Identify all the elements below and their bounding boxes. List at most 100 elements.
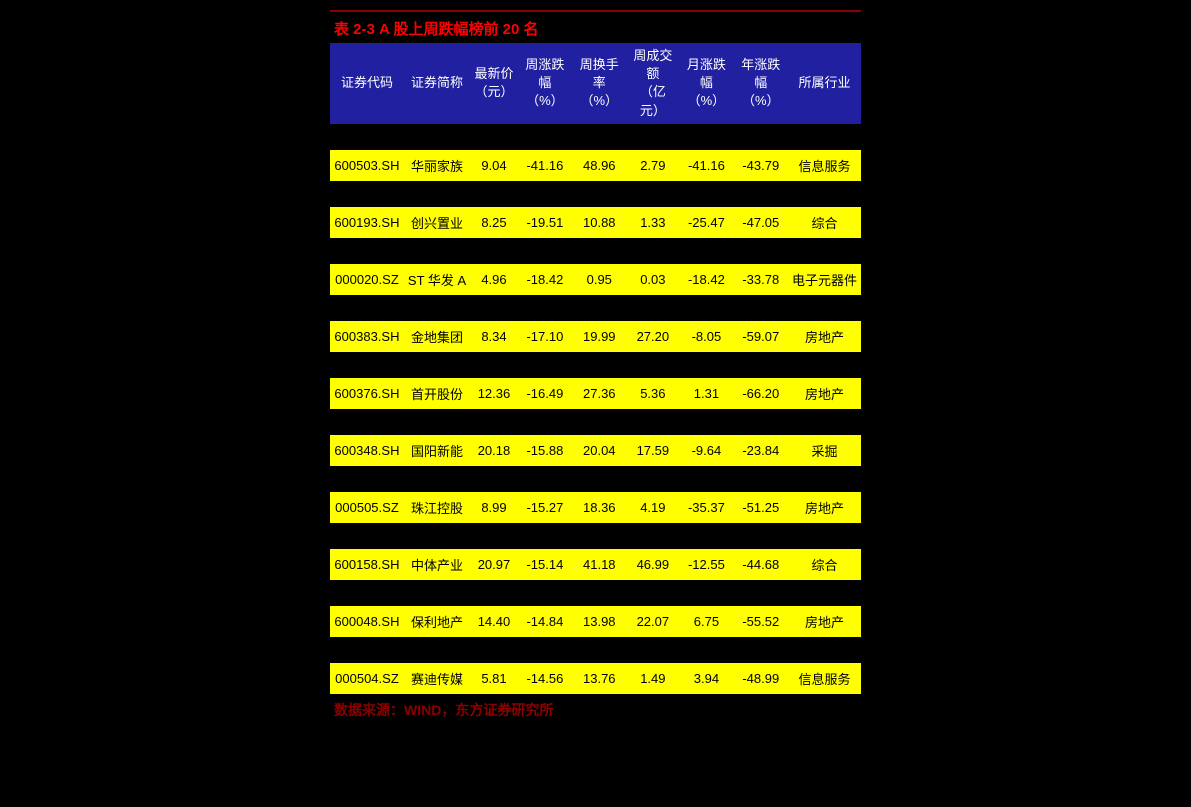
table-cell: 10.88 [572, 207, 626, 238]
table-cell: -15.88 [518, 435, 572, 466]
table-row: 000505.SZ珠江控股8.99-15.2718.364.19-35.37-5… [330, 492, 861, 523]
table-cell: 创兴置业 [404, 207, 470, 238]
table-cell: 600503.SH [330, 150, 404, 181]
table-cell: 000504.SZ [330, 663, 404, 694]
table-cell: 22.07 [626, 606, 679, 637]
table-cell: ST 华发 A [404, 264, 470, 295]
table-cell: 0.95 [572, 264, 626, 295]
table-container: 表 2-3 A 股上周跌幅榜前 20 名 证券代码证券简称最新价（元）周涨跌幅（… [0, 0, 1191, 730]
table-cell: 000505.SZ [330, 492, 404, 523]
spacer-row [330, 295, 861, 321]
decline-table: 证券代码证券简称最新价（元）周涨跌幅（%）周换手率（%）周成交额（亿元）月涨跌幅… [330, 43, 861, 694]
table-cell: 0.03 [626, 264, 679, 295]
table-cell: -17.10 [518, 321, 572, 352]
table-cell: -41.16 [679, 150, 733, 181]
spacer-row [330, 637, 861, 663]
table-cell: 赛迪传媒 [404, 663, 470, 694]
table-cell: 房地产 [788, 378, 861, 409]
table-cell: 14.40 [470, 606, 518, 637]
table-cell: 华丽家族 [404, 150, 470, 181]
table-cell: 9.04 [470, 150, 518, 181]
table-cell: 保利地产 [404, 606, 470, 637]
table-cell: -41.16 [518, 150, 572, 181]
table-cell: 1.31 [679, 378, 733, 409]
table-cell: 13.76 [572, 663, 626, 694]
table-cell: -35.37 [679, 492, 733, 523]
spacer-row [330, 238, 861, 264]
table-cell: 5.81 [470, 663, 518, 694]
col-header: 周涨跌幅（%） [518, 43, 572, 124]
table-body: 600503.SH华丽家族9.04-41.1648.962.79-41.16-4… [330, 124, 861, 694]
table-cell: -43.79 [734, 150, 788, 181]
table-cell: -14.56 [518, 663, 572, 694]
col-header: 年涨跌幅（%） [734, 43, 788, 124]
col-header: 周成交额（亿元） [626, 43, 679, 124]
table-row: 600048.SH保利地产14.40-14.8413.9822.076.75-5… [330, 606, 861, 637]
table-cell: 1.33 [626, 207, 679, 238]
table-cell: 房地产 [788, 492, 861, 523]
table-cell: 房地产 [788, 321, 861, 352]
spacer-row [330, 409, 861, 435]
table-cell: 房地产 [788, 606, 861, 637]
table-cell: 13.98 [572, 606, 626, 637]
spacer-row [330, 580, 861, 606]
table-cell: 3.94 [679, 663, 733, 694]
table-row: 600503.SH华丽家族9.04-41.1648.962.79-41.16-4… [330, 150, 861, 181]
table-cell: 1.49 [626, 663, 679, 694]
table-cell: 金地集团 [404, 321, 470, 352]
table-cell: 41.18 [572, 549, 626, 580]
table-cell: -44.68 [734, 549, 788, 580]
table-cell: 珠江控股 [404, 492, 470, 523]
col-header: 月涨跌幅（%） [679, 43, 733, 124]
table-cell: 首开股份 [404, 378, 470, 409]
table-cell: 600158.SH [330, 549, 404, 580]
table-cell: 600383.SH [330, 321, 404, 352]
col-header: 最新价（元） [470, 43, 518, 124]
table-row: 600158.SH中体产业20.97-15.1441.1846.99-12.55… [330, 549, 861, 580]
table-cell: -66.20 [734, 378, 788, 409]
table-cell: 6.75 [679, 606, 733, 637]
table-cell: -19.51 [518, 207, 572, 238]
table-cell: -59.07 [734, 321, 788, 352]
table-cell: 综合 [788, 549, 861, 580]
table-cell: -18.42 [679, 264, 733, 295]
table-row: 600383.SH金地集团8.34-17.1019.9927.20-8.05-5… [330, 321, 861, 352]
table-cell: 27.20 [626, 321, 679, 352]
table-row: 000020.SZST 华发 A4.96-18.420.950.03-18.42… [330, 264, 861, 295]
table-cell: -14.84 [518, 606, 572, 637]
table-cell: 20.97 [470, 549, 518, 580]
table-cell: 电子元器件 [788, 264, 861, 295]
table-cell: 8.34 [470, 321, 518, 352]
table-cell: 600193.SH [330, 207, 404, 238]
table-cell: -8.05 [679, 321, 733, 352]
table-cell: -55.52 [734, 606, 788, 637]
table-row: 600193.SH创兴置业8.25-19.5110.881.33-25.47-4… [330, 207, 861, 238]
spacer-row [330, 523, 861, 549]
table-cell: 600048.SH [330, 606, 404, 637]
table-cell: 信息服务 [788, 150, 861, 181]
table-cell: 000020.SZ [330, 264, 404, 295]
table-row: 000504.SZ赛迪传媒5.81-14.5613.761.493.94-48.… [330, 663, 861, 694]
table-cell: -15.14 [518, 549, 572, 580]
table-cell: 12.36 [470, 378, 518, 409]
table-cell: 600376.SH [330, 378, 404, 409]
spacer-row [330, 181, 861, 207]
table-cell: 国阳新能 [404, 435, 470, 466]
spacer-row [330, 124, 861, 150]
table-cell: 27.36 [572, 378, 626, 409]
col-header: 证券代码 [330, 43, 404, 124]
table-cell: 17.59 [626, 435, 679, 466]
table-cell: 综合 [788, 207, 861, 238]
spacer-row [330, 466, 861, 492]
table-cell: -12.55 [679, 549, 733, 580]
table-head: 证券代码证券简称最新价（元）周涨跌幅（%）周换手率（%）周成交额（亿元）月涨跌幅… [330, 43, 861, 124]
table-cell: -48.99 [734, 663, 788, 694]
table-cell: 4.19 [626, 492, 679, 523]
table-cell: 48.96 [572, 150, 626, 181]
table-cell: 20.04 [572, 435, 626, 466]
table-cell: -25.47 [679, 207, 733, 238]
col-header: 证券简称 [404, 43, 470, 124]
table-cell: -16.49 [518, 378, 572, 409]
table-cell: -18.42 [518, 264, 572, 295]
table-cell: 600348.SH [330, 435, 404, 466]
